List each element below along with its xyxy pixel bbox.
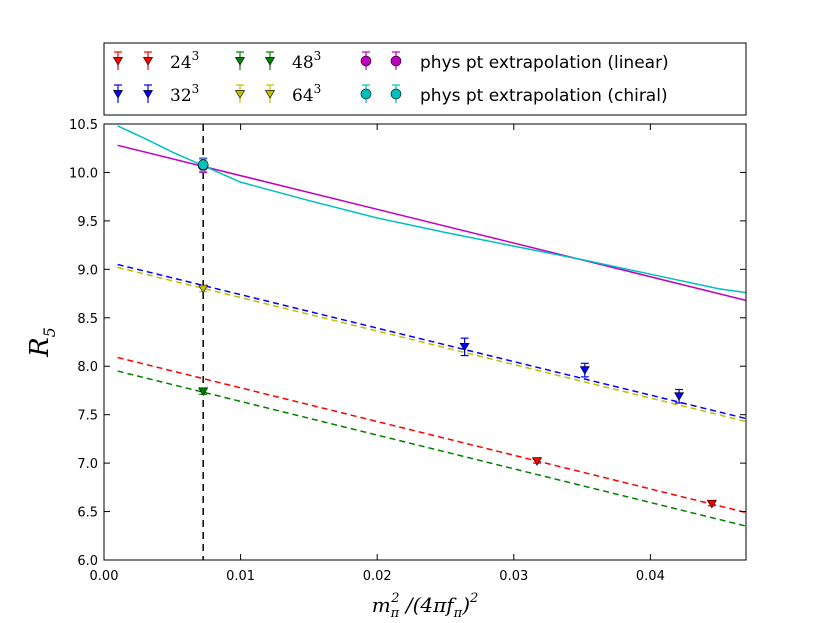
y-axis-label-r: R — [25, 337, 55, 358]
legend-marker-64-0 — [234, 90, 246, 99]
legend-label-24: 243 — [170, 49, 199, 73]
y-tick-label-3: 7.5 — [77, 409, 98, 424]
axes: 0.00 0.01 0.02 0.03 0.04 6.0 6.5 7.0 7.5 8.0 8.5 9.… — [69, 118, 747, 584]
legend-label-chi: phys pt extrapolation (chiral) — [420, 86, 668, 106]
fit-line-1 — [117, 266, 746, 423]
series-0-point-1-marker — [706, 499, 717, 509]
series-1-point-2-marker — [674, 392, 685, 401]
y-axis-label-r-sub: 5 — [40, 327, 59, 337]
legend-entry-24-glyph-0 — [112, 51, 124, 70]
y-axis-label: R5 — [25, 327, 59, 358]
legend-marker-lin-0 — [360, 55, 372, 67]
x-tick-label-3: 0.03 — [499, 569, 528, 584]
legend-entry-48: 483 — [234, 49, 321, 73]
fit-line-4 — [117, 144, 746, 302]
y-tick-label-9: 10.5 — [69, 118, 98, 133]
legend-entry-chi-glyph-1 — [390, 84, 402, 103]
y-tick-label-4: 8.0 — [77, 360, 98, 375]
legend-entry-24-glyph-1 — [142, 51, 154, 70]
legend-entry-64: 643 — [234, 82, 321, 106]
series-1-point-1-marker — [579, 366, 590, 375]
x-tick-label-2: 0.02 — [363, 569, 392, 584]
x-axis-label-m-sup: 2 — [390, 591, 399, 606]
legend-label-64: 643 — [292, 82, 321, 106]
legend-label-24-sup: 3 — [192, 49, 200, 63]
y-tick-label-5: 8.5 — [77, 312, 98, 327]
legend-label-32-base: 32 — [170, 86, 192, 106]
legend-marker-chi-1 — [390, 88, 402, 100]
legend-label-32: 323 — [170, 82, 199, 106]
legend-marker-32-0 — [112, 90, 124, 99]
y-tick-label-6: 9.0 — [77, 263, 98, 278]
legend-marker-24-0 — [112, 57, 124, 66]
legend-label-48-base: 48 — [292, 53, 314, 73]
legend-frame — [103, 42, 747, 116]
y-tick-label-7: 9.5 — [77, 215, 98, 230]
x-axis-label-m: m — [372, 593, 391, 617]
legend-entry-64-glyph-0 — [234, 84, 246, 103]
series-1-point-0-marker — [459, 342, 470, 352]
fit-line-3 — [117, 370, 746, 527]
legend-entry-48-glyph-1 — [264, 51, 276, 70]
legend-marker-64-1 — [264, 90, 276, 99]
legend-entry-32-glyph-1 — [142, 84, 154, 103]
y-tick-label-0: 6.0 — [77, 554, 98, 569]
legend-entry-32-glyph-0 — [112, 84, 124, 103]
legend-entry-24: 243 — [112, 49, 199, 73]
series-5-point-0-marker — [197, 159, 209, 170]
x-axis-label-f-sub: π — [453, 606, 463, 621]
x-axis-label-close: ) — [461, 593, 470, 617]
legend-marker-lin-1 — [390, 55, 402, 67]
legend-entry-lin-glyph-0 — [360, 51, 372, 70]
legend-marker-32-1 — [142, 90, 154, 99]
legend-entry-48-glyph-0 — [234, 51, 246, 70]
legend-entry-chi-glyph-0 — [360, 84, 372, 103]
x-axis-label-close-sup: 2 — [469, 591, 478, 606]
plot-frame — [103, 123, 747, 561]
legend-marker-chi-0 — [360, 88, 372, 100]
legend-label-24-base: 24 — [170, 53, 192, 73]
x-axis-label-mid: /(4π — [399, 593, 447, 617]
x-tick-label-1: 0.01 — [226, 569, 255, 584]
y-tick-label-1: 6.5 — [77, 506, 98, 521]
legend-label-48: 483 — [292, 49, 321, 73]
series-3-point-0-marker — [198, 284, 209, 294]
y-tick-label-2: 7.0 — [77, 457, 98, 472]
series-2-point-0-marker — [198, 387, 209, 397]
y-tick-label-8: 10.0 — [69, 166, 98, 181]
legend-entry-chi: phys pt extrapolation (chiral) — [360, 84, 668, 106]
x-tick-label-0: 0.00 — [90, 569, 119, 584]
legend-label-64-sup: 3 — [314, 82, 322, 96]
series-0-point-0-marker — [531, 457, 543, 466]
x-axis-label: mπ2 /(4πfπ)2 — [372, 591, 479, 621]
legend-entry-32: 323 — [112, 82, 199, 106]
x-tick-label-4: 0.04 — [636, 569, 665, 584]
legend-marker-48-0 — [234, 57, 246, 66]
legend-label-32-sup: 3 — [192, 82, 200, 96]
legend-label-64-base: 64 — [292, 86, 314, 106]
legend-entry-lin-glyph-1 — [390, 51, 402, 70]
legend-label-lin: phys pt extrapolation (linear) — [420, 53, 669, 73]
legend-entry-lin: phys pt extrapolation (linear) — [360, 51, 669, 73]
legend-label-48-sup: 3 — [314, 49, 322, 63]
legend-entry-64-glyph-1 — [264, 84, 276, 103]
fit-line-0 — [117, 263, 746, 420]
x-axis-label-m-sub: π — [390, 606, 400, 621]
legend-marker-24-1 — [142, 57, 154, 66]
fit-line-2 — [117, 356, 746, 514]
chiral-curve — [117, 125, 746, 294]
legend-marker-48-1 — [264, 57, 276, 66]
